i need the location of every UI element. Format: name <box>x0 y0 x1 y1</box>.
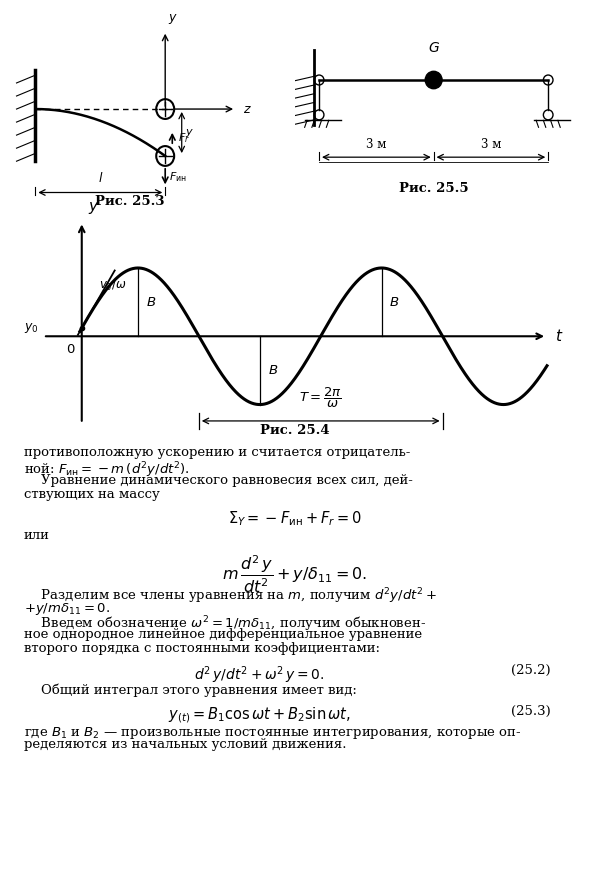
Text: (25.3): (25.3) <box>511 705 551 718</box>
Text: $t$: $t$ <box>555 328 563 344</box>
Text: Рис. 25.3: Рис. 25.3 <box>95 196 165 208</box>
Text: $y$: $y$ <box>168 12 178 26</box>
Text: $\Sigma_Y = -F_{\rm ин} + F_r = 0$: $\Sigma_Y = -F_{\rm ин} + F_r = 0$ <box>228 509 362 528</box>
Text: $+y/m\delta_{11}=0$.: $+y/m\delta_{11}=0$. <box>24 601 110 617</box>
Text: где $B_1$ и $B_2$ — произвольные постоянные интегрирования, которые оп-: где $B_1$ и $B_2$ — произвольные постоян… <box>24 725 521 741</box>
Text: Введем обозначение $\omega^2=1/m\delta_{11}$, получим обыкновен-: Введем обозначение $\omega^2=1/m\delta_{… <box>24 614 426 634</box>
Text: $y$: $y$ <box>185 126 194 139</box>
Text: второго порядка с постоянными коэффициентами:: второго порядка с постоянными коэффициен… <box>24 642 379 655</box>
Text: $T=\dfrac{2\pi}{\omega}$: $T=\dfrac{2\pi}{\omega}$ <box>299 386 342 410</box>
Text: $B$: $B$ <box>389 296 399 308</box>
Text: ределяются из начальных условий движения.: ределяются из начальных условий движения… <box>24 739 346 751</box>
Text: Рис. 25.4: Рис. 25.4 <box>260 424 330 437</box>
Text: $m\,\dfrac{d^2\,y}{dt^2} + y/\delta_{11} = 0.$: $m\,\dfrac{d^2\,y}{dt^2} + y/\delta_{11}… <box>222 554 368 595</box>
Text: $0$: $0$ <box>67 343 76 356</box>
Text: или: или <box>24 529 50 542</box>
Text: 3 м: 3 м <box>366 139 386 151</box>
Text: $F_r$: $F_r$ <box>178 131 190 145</box>
Text: $z$: $z$ <box>243 102 252 116</box>
Text: ствующих на массу: ствующих на массу <box>24 487 159 501</box>
Text: $G$: $G$ <box>428 41 440 55</box>
Text: Уравнение динамического равновесия всех сил, дей-: Уравнение динамического равновесия всех … <box>24 474 412 487</box>
Text: (25.2): (25.2) <box>511 664 551 677</box>
Text: $F_{\rm ин}$: $F_{\rm ин}$ <box>169 170 186 184</box>
Text: $y_0$: $y_0$ <box>24 321 39 335</box>
Text: 3 м: 3 м <box>481 139 501 151</box>
Text: Общий интеграл этого уравнения имеет вид:: Общий интеграл этого уравнения имеет вид… <box>24 684 356 697</box>
Text: Разделим все члены уравнения на $m$, получим $d^2y/dt^2 +$: Разделим все члены уравнения на $m$, пол… <box>24 587 437 606</box>
Text: $l$: $l$ <box>97 171 103 185</box>
Text: $y$: $y$ <box>87 200 99 216</box>
Text: ное однородное линейное дифференциальное уравнение: ное однородное линейное дифференциальное… <box>24 629 422 641</box>
Text: $B$: $B$ <box>146 296 156 308</box>
Text: $y_{(t)} = B_1\cos\omega t + B_2\sin\omega t,$: $y_{(t)} = B_1\cos\omega t + B_2\sin\ome… <box>168 705 351 725</box>
Text: Рис. 25.5: Рис. 25.5 <box>399 181 468 195</box>
Text: $d^2\,y/dt^2 + \omega^2\,y = 0.$: $d^2\,y/dt^2 + \omega^2\,y = 0.$ <box>194 664 325 685</box>
Text: $B$: $B$ <box>267 364 278 377</box>
Circle shape <box>425 71 442 89</box>
Text: $v_0/\omega$: $v_0/\omega$ <box>99 278 127 293</box>
Text: ной: $F_{\rm ин}=-m\,(d^2y/dt^2)$.: ной: $F_{\rm ин}=-m\,(d^2y/dt^2)$. <box>24 461 189 480</box>
Text: противоположную ускорению и считается отрицатель-: противоположную ускорению и считается от… <box>24 446 410 460</box>
